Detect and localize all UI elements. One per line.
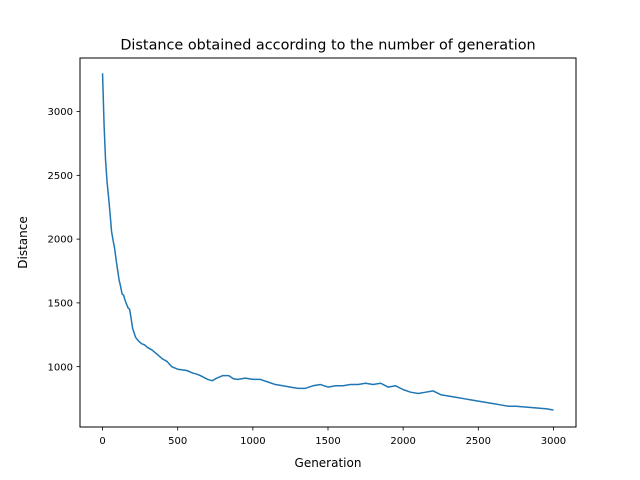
x-tick-label: 500: [168, 436, 187, 447]
x-tick-label: 1500: [315, 436, 340, 447]
x-axis-label: Generation: [295, 456, 362, 470]
y-tick-label: 1500: [48, 298, 73, 309]
y-tick-label: 1000: [48, 362, 73, 373]
plot-area: [101, 73, 554, 411]
y-tick-label: 2500: [48, 171, 73, 182]
series-line-0: [101, 73, 554, 411]
x-tick-label: 3000: [541, 436, 566, 447]
y-axis-label: Distance: [16, 216, 30, 268]
x-tick-label: 2000: [390, 436, 415, 447]
x-axis: 0 500 1000 1500 2000 2500 3000: [99, 427, 566, 447]
y-tick-label: 3000: [48, 107, 73, 118]
x-tick-label: 0: [99, 436, 105, 447]
y-tick-label: 2000: [48, 235, 73, 246]
x-tick-label: 1000: [240, 436, 265, 447]
x-tick-label: 2500: [466, 436, 491, 447]
chart-title: Distance obtained according to the numbe…: [120, 38, 535, 54]
y-axis: 1000 1500 2000 2500 3000: [48, 107, 80, 373]
